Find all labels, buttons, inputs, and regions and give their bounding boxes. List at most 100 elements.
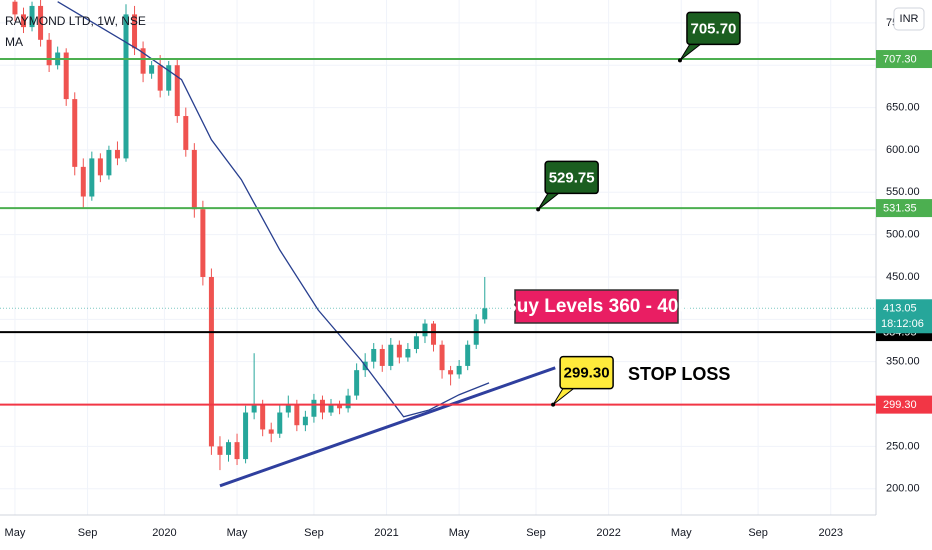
- candle-body: [72, 99, 78, 167]
- y-tick-label: 450.00: [886, 271, 920, 283]
- y-tick-label: 550.00: [886, 186, 920, 198]
- candle-body: [12, 1, 18, 15]
- candle-body: [234, 442, 240, 460]
- candle-body: [379, 348, 385, 366]
- candle-body: [46, 39, 52, 66]
- candle-body: [422, 323, 428, 337]
- candle-body: [345, 395, 351, 409]
- candle-body: [405, 348, 411, 358]
- candle-body: [371, 348, 377, 362]
- axes: 200.00250.00300.00350.00400.00450.00500.…: [5, 17, 932, 539]
- buy-note: Buy Levels 360 - 400: [503, 296, 689, 317]
- x-tick-label: May: [5, 527, 26, 539]
- price-label-box: [876, 50, 932, 69]
- candle-body: [311, 399, 317, 417]
- last-price-box: [876, 299, 932, 334]
- candle-body: [191, 149, 197, 210]
- candle-body: [208, 276, 214, 447]
- candle-body: [294, 404, 300, 426]
- symbol-title: RAYMOND LTD, 1W, NSE: [5, 14, 146, 28]
- candle-body: [140, 48, 146, 74]
- x-tick-label: 2021: [374, 527, 398, 539]
- x-tick-label: May: [671, 527, 692, 539]
- candle-body: [106, 149, 112, 176]
- candle-body: [354, 370, 360, 396]
- candle-body: [413, 336, 419, 349]
- candle-body: [183, 116, 189, 150]
- candle-body: [431, 323, 437, 345]
- candle-body: [328, 404, 334, 413]
- currency-label[interactable]: INR: [900, 13, 919, 25]
- candle-body: [439, 344, 445, 371]
- x-tick-label: May: [449, 527, 470, 539]
- candle-body: [149, 65, 155, 74]
- candle-body: [260, 404, 266, 430]
- candle-body: [226, 442, 232, 455]
- candle-body: [337, 404, 343, 409]
- candle-body: [89, 158, 95, 197]
- x-tick-label: Sep: [304, 527, 324, 539]
- y-tick-label: 500.00: [886, 229, 920, 241]
- callout-box: [559, 355, 614, 390]
- candle-body: [123, 14, 129, 159]
- y-tick-label: 650.00: [886, 101, 920, 113]
- last-price-label: 413.05: [883, 303, 917, 315]
- currency-button[interactable]: [893, 7, 925, 31]
- price-label-box: [876, 395, 932, 414]
- candle-body: [63, 52, 69, 100]
- candle-body: [319, 399, 325, 413]
- candle-body: [243, 412, 249, 460]
- candle-body: [217, 446, 223, 455]
- candle-body: [157, 65, 163, 91]
- price-label: 299.30: [883, 399, 917, 411]
- grid: [0, 0, 876, 515]
- price-label-box: [876, 199, 932, 218]
- candle-body: [396, 344, 402, 358]
- moving-average: [57, 1, 490, 418]
- y-tick-label: 600.00: [886, 144, 920, 156]
- stop-loss-note: STOP LOSS: [628, 364, 730, 384]
- candle-body: [97, 158, 103, 176]
- callout-box: [544, 160, 599, 195]
- y-tick-label: 250.00: [886, 440, 920, 452]
- candle-body: [285, 404, 291, 413]
- candle-body: [166, 65, 172, 91]
- y-tick-label: 200.00: [886, 483, 920, 495]
- callout-box: [686, 11, 741, 46]
- candle-body: [277, 412, 283, 434]
- callout-anchor: [551, 402, 556, 407]
- candle-body: [482, 308, 488, 320]
- candle-body: [465, 344, 471, 366]
- candle-body: [388, 344, 394, 366]
- candle-body: [174, 65, 180, 117]
- countdown-label: 18:12:06: [881, 318, 924, 330]
- x-tick-label: 2020: [152, 527, 176, 539]
- plot: 705.70 529.75 299.30: [0, 0, 876, 488]
- y-tick-label: 350.00: [886, 356, 920, 368]
- x-tick-label: Sep: [748, 527, 768, 539]
- x-tick-label: Sep: [78, 527, 98, 539]
- x-tick-label: 2022: [596, 527, 620, 539]
- candle-body: [302, 416, 308, 426]
- price-label: 531.35: [883, 202, 917, 214]
- candle-body: [20, 14, 26, 28]
- candle-body: [114, 149, 120, 159]
- callout-label: 529.75: [549, 169, 595, 186]
- callout-label: 299.30: [564, 365, 610, 382]
- price-label: 707.30: [883, 53, 917, 65]
- callout-anchor: [677, 58, 682, 63]
- candle-body: [29, 5, 35, 28]
- x-tick-label: May: [227, 527, 248, 539]
- candle-body: [251, 404, 257, 413]
- candle-body: [132, 14, 138, 49]
- x-tick-label: 2023: [818, 527, 842, 539]
- x-tick-label: Sep: [526, 527, 546, 539]
- indicator-legend: MA: [5, 35, 23, 49]
- candle-body: [38, 5, 44, 40]
- trendline: [219, 366, 556, 488]
- candle-body: [200, 209, 206, 277]
- candle-body: [456, 365, 462, 375]
